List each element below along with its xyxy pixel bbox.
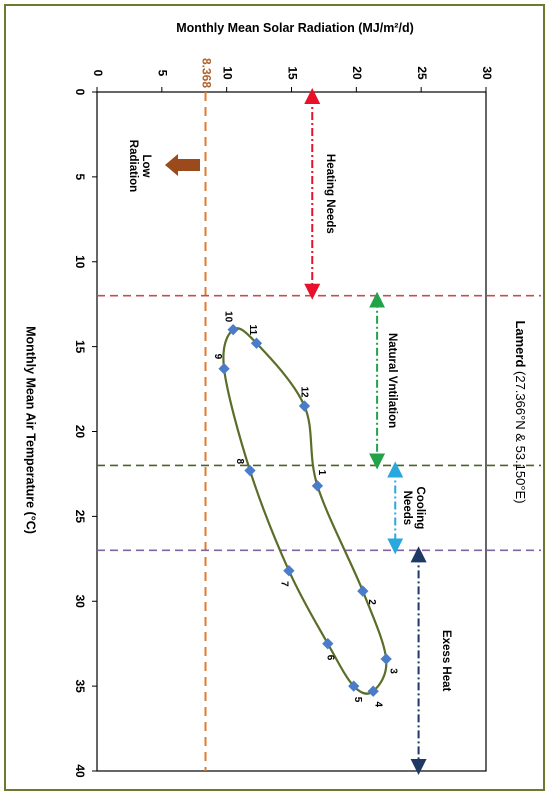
y-tick-label: 25 <box>415 66 429 80</box>
y-tick-label: 10 <box>220 66 234 80</box>
low-radiation-label: LowRadiation <box>127 140 152 192</box>
chart-title: Lamerd (27.366°N & 53.150°E) <box>513 320 528 503</box>
month-label: 8 <box>234 458 245 464</box>
chart-title-coords: (27.366°N & 53.150°E) <box>513 367 528 503</box>
month-label: 5 <box>352 697 363 703</box>
month-label: 4 <box>373 701 384 707</box>
data-point <box>311 480 324 492</box>
x-tick-label: 25 <box>73 510 87 524</box>
x-tick-label: 0 <box>73 89 87 96</box>
low-radiation-label-line: Radiation <box>127 140 139 192</box>
x-tick-label: 10 <box>73 255 87 269</box>
data-point <box>367 685 379 697</box>
x-tick-label: 30 <box>73 595 87 609</box>
x-tick-label: 15 <box>73 340 87 354</box>
zone-label: Exess Heat <box>440 630 452 692</box>
data-point <box>227 323 239 336</box>
y-axis-title: Monthly Mean Solar Radiation (MJ/m²/d) <box>176 21 414 35</box>
month-label: 1 <box>316 470 327 476</box>
month-label: 11 <box>247 324 258 335</box>
plot-area <box>96 91 487 772</box>
y-tick-label: 20 <box>350 66 364 80</box>
month-label: 3 <box>387 668 398 674</box>
x-axis-title: Monthly Mean Air Temperature (°C) <box>24 326 38 534</box>
y-tick-label: 30 <box>480 66 494 80</box>
month-label: 9 <box>212 354 223 360</box>
zone-label: CoolingNeeds <box>401 486 426 529</box>
zone-label-line: Needs <box>401 491 413 526</box>
x-tick-label: 20 <box>73 425 87 439</box>
month-label: 7 <box>279 581 290 587</box>
data-point <box>218 363 230 375</box>
chart-title-name: Lamerd <box>513 320 528 367</box>
data-point <box>380 653 392 665</box>
y-tick-label: 0 <box>91 70 105 77</box>
data-point <box>283 565 295 577</box>
month-label: 12 <box>299 386 310 398</box>
data-point <box>348 680 360 692</box>
zone-label: Heating Needs <box>324 154 336 234</box>
zone-label-line: Cooling <box>414 486 426 529</box>
month-label: 6 <box>325 655 336 661</box>
y-tick-label: 5 <box>156 70 170 77</box>
zone-label: Natural Vntilation <box>386 333 398 428</box>
series-line <box>222 327 388 695</box>
data-point <box>357 585 369 597</box>
y-tick-label: 15 <box>285 66 299 80</box>
month-label: 10 <box>222 311 233 323</box>
low-radiation-label-line: Low <box>140 155 152 178</box>
x-tick-label: 40 <box>73 764 87 778</box>
data-point <box>244 464 256 477</box>
reference-line-label: 8.368 <box>199 58 213 88</box>
month-label: 2 <box>366 599 377 605</box>
x-tick-label: 5 <box>73 174 87 181</box>
x-tick-label: 35 <box>73 679 87 693</box>
chart-frame <box>4 4 545 791</box>
data-point <box>298 400 311 412</box>
data-point <box>322 638 334 650</box>
low-radiation-arrow <box>165 154 200 176</box>
